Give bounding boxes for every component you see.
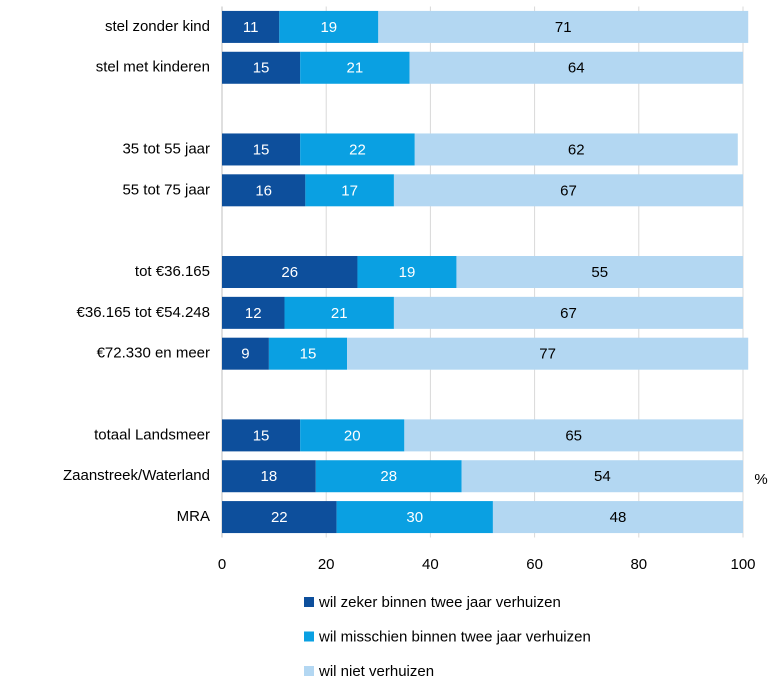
data-label: 64: [568, 60, 585, 77]
data-label: 9: [241, 346, 249, 363]
data-label: 22: [349, 141, 366, 158]
bar-segment: [315, 460, 462, 493]
bar-segment: [414, 133, 738, 166]
data-label: 55: [591, 264, 608, 281]
data-label: 65: [565, 427, 582, 444]
data-label: 15: [253, 141, 270, 158]
data-label: 67: [560, 305, 577, 322]
bar-segment: [222, 51, 301, 84]
x-tick-label: 80: [630, 556, 647, 573]
data-label: 15: [300, 346, 317, 363]
x-tick-label: 20: [318, 556, 335, 573]
bar-segment: [222, 10, 280, 43]
bar-segment: [404, 419, 743, 452]
y-tick-label: €36.165 tot €54.248: [77, 304, 210, 321]
bar-segment: [456, 256, 743, 288]
bar-segment: [347, 337, 749, 370]
legend-label: wil zeker binnen twee jaar verhuizen: [318, 594, 561, 611]
bar-segment: [378, 10, 749, 43]
bar-segment: [222, 501, 337, 534]
data-label: 67: [560, 182, 577, 199]
bar-segment: [393, 174, 743, 207]
data-label: 71: [555, 19, 572, 36]
y-tick-label: €72.330 en meer: [97, 345, 210, 362]
bar-segment: [284, 296, 394, 329]
bar-segment: [222, 460, 316, 493]
y-tick-label: stel zonder kind: [105, 18, 210, 35]
legend-label: wil misschien binnen twee jaar verhuizen: [318, 628, 591, 645]
y-tick-label: Zaanstreek/Waterland: [63, 467, 210, 484]
data-label: 12: [245, 305, 262, 322]
bar-segment: [222, 419, 301, 452]
data-label: 28: [380, 468, 397, 485]
y-tick-label: totaal Landsmeer: [94, 426, 210, 443]
x-axis-label: %: [754, 471, 767, 488]
bar-segment: [492, 501, 743, 534]
data-label: 26: [281, 264, 298, 281]
data-label: 30: [406, 509, 423, 526]
y-tick-label: 35 tot 55 jaar: [122, 140, 210, 157]
bar-segment: [222, 256, 358, 288]
bar-segment: [336, 501, 493, 534]
y-tick-label: stel met kinderen: [96, 59, 210, 76]
data-label: 11: [243, 19, 259, 36]
bar-segment: [279, 10, 379, 43]
bar-segment: [409, 51, 743, 84]
bar-segment: [222, 133, 301, 166]
bar-segment: [305, 174, 394, 207]
data-label: 21: [331, 305, 348, 322]
y-tick-label: tot €36.165: [135, 263, 210, 280]
data-label: 19: [399, 264, 416, 281]
bar-segment: [300, 51, 410, 84]
bar-segment: [300, 419, 405, 452]
data-label: 77: [539, 346, 556, 363]
x-tick-label: 0: [218, 556, 226, 573]
x-tick-label: 40: [422, 556, 439, 573]
legend-swatch: [304, 597, 314, 607]
bar-segment: [222, 337, 269, 370]
data-label: 20: [344, 427, 361, 444]
data-label: 18: [261, 468, 278, 485]
bar-segment: [222, 296, 285, 329]
legend-swatch: [304, 666, 314, 676]
bar-segment: [461, 460, 743, 493]
data-label: 16: [255, 182, 272, 199]
data-label: 19: [320, 19, 337, 36]
bar-segment: [393, 296, 743, 329]
bar-segment: [300, 133, 415, 166]
data-label: 21: [347, 60, 364, 77]
data-label: 48: [610, 509, 627, 526]
y-tick-label: MRA: [177, 508, 210, 525]
data-label: 15: [253, 427, 270, 444]
data-label: 54: [594, 468, 611, 485]
x-tick-label: 100: [730, 556, 755, 573]
bar-segment: [268, 337, 348, 370]
data-label: 15: [253, 60, 270, 77]
legend-label: wil niet verhuizen: [318, 663, 434, 680]
data-label: 17: [341, 182, 358, 199]
y-tick-label: 55 tot 75 jaar: [122, 181, 210, 198]
bar-segment: [357, 256, 457, 288]
data-label: 22: [271, 509, 288, 526]
data-label: 62: [568, 141, 585, 158]
x-tick-label: 60: [526, 556, 543, 573]
legend-swatch: [304, 631, 314, 642]
bar-segment: [222, 174, 306, 207]
